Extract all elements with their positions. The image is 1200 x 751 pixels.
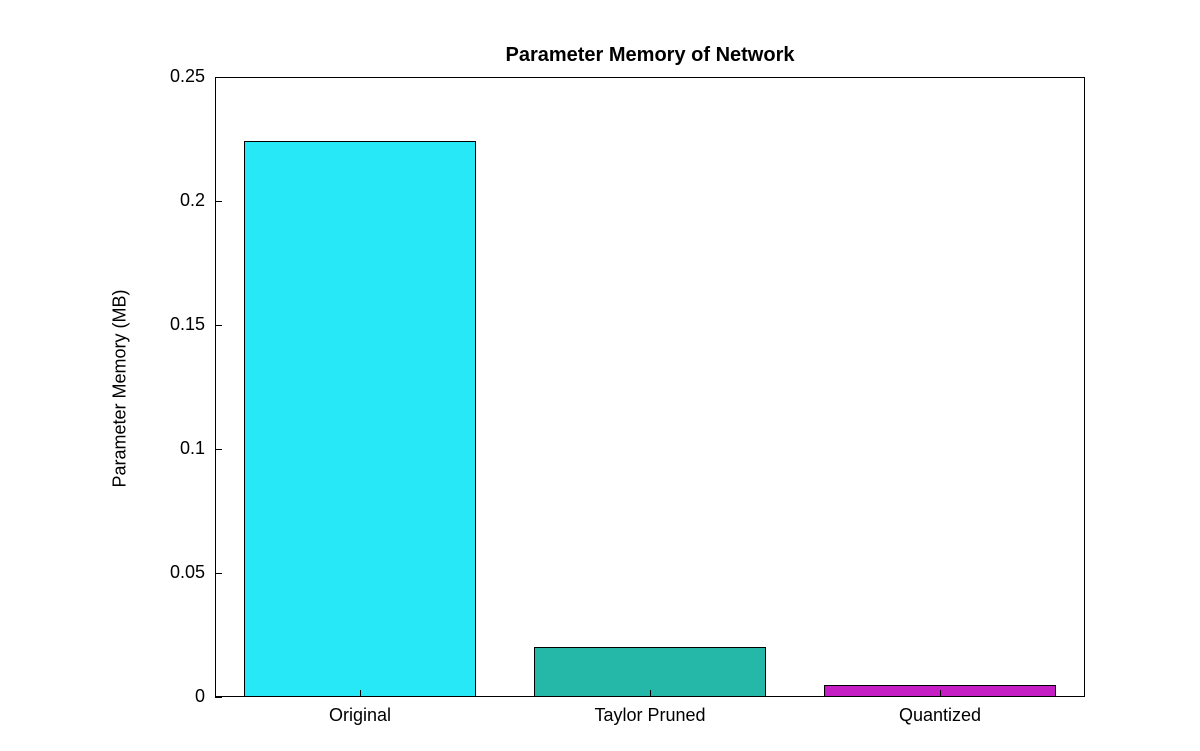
y-tick-label: 0.2 [125, 190, 205, 211]
y-tick [215, 573, 222, 574]
plot-area [215, 77, 1085, 697]
y-tick [215, 449, 222, 450]
y-tick-label: 0.25 [125, 66, 205, 87]
y-tick-label: 0.15 [125, 314, 205, 335]
y-tick-label: 0.05 [125, 562, 205, 583]
x-tick-label: Quantized [820, 705, 1060, 726]
x-tick-label: Original [240, 705, 480, 726]
x-tick [360, 690, 361, 697]
x-tick [650, 690, 651, 697]
bar [244, 141, 476, 697]
y-tick [215, 697, 222, 698]
y-tick [215, 201, 222, 202]
x-tick-label: Taylor Pruned [530, 705, 770, 726]
chart-title: Parameter Memory of Network [215, 44, 1085, 67]
y-tick-label: 0.1 [125, 438, 205, 459]
y-tick [215, 77, 222, 78]
figure: Parameter Memory of Network Parameter Me… [0, 0, 1200, 751]
y-tick-label: 0 [125, 686, 205, 707]
x-tick [940, 690, 941, 697]
y-axis-label: Parameter Memory (MB) [110, 239, 131, 539]
y-tick [215, 325, 222, 326]
